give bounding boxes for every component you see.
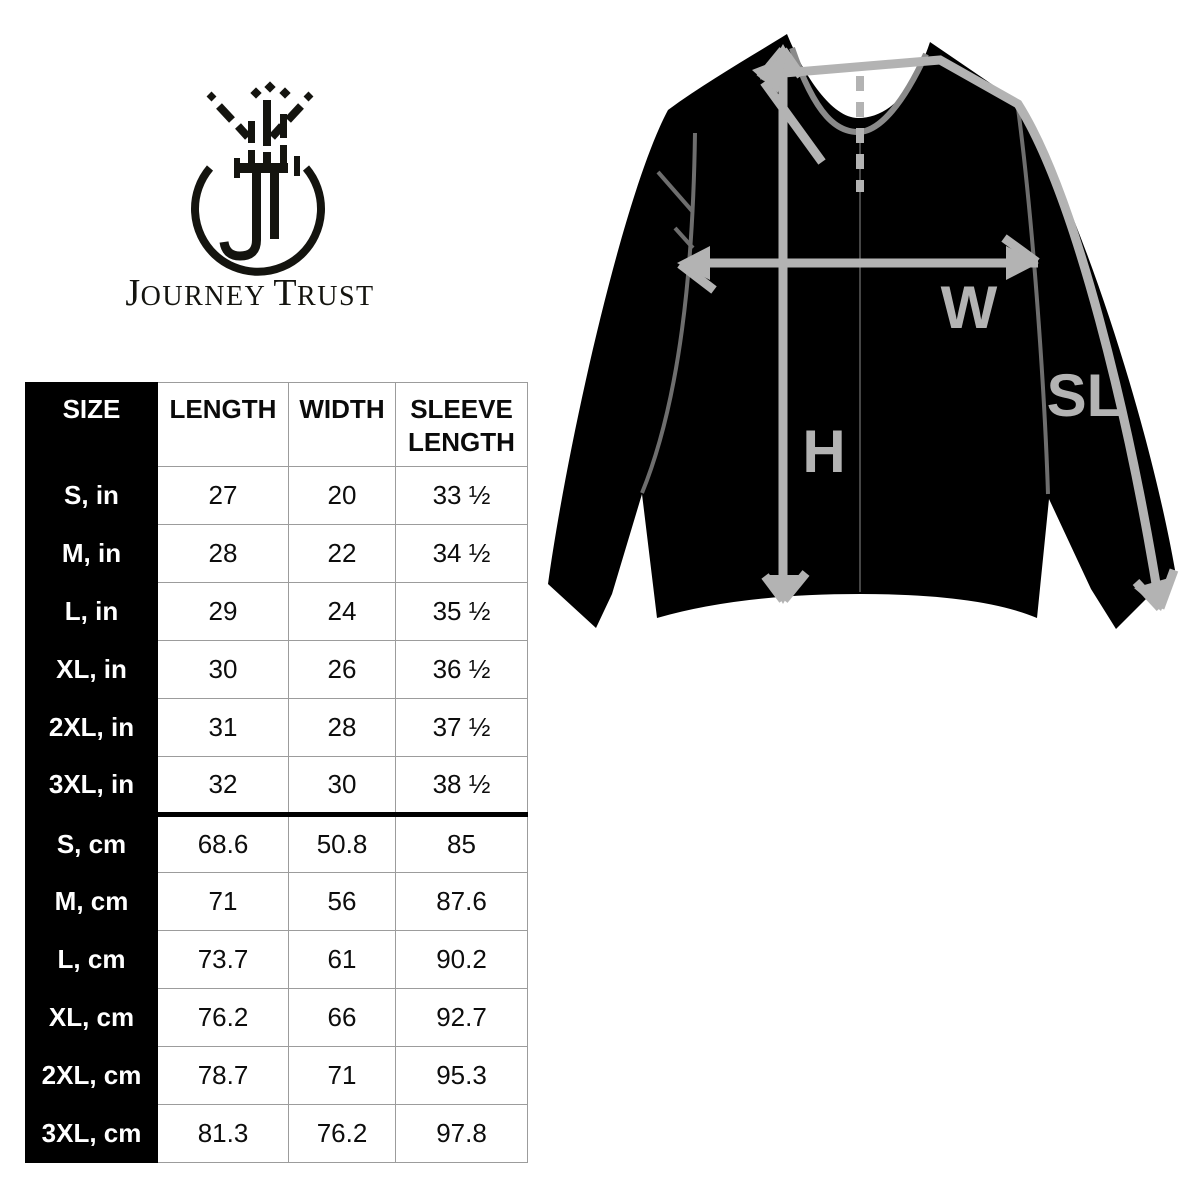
size-row-label: 2XL, in [25, 698, 158, 757]
table-row: M, in 28 22 34 ½ [25, 524, 528, 583]
measurement-cell: 37 ½ [395, 698, 528, 757]
measurement-cell: 92.7 [395, 988, 528, 1047]
table-row: 3XL, in 32 30 38 ½ [25, 756, 528, 815]
measurement-cell: 28 [288, 698, 396, 757]
size-chart-table: SIZE LENGTH WIDTH SLEEVE LENGTH S, in 27 20 33… [25, 382, 528, 1163]
brand-logo [140, 66, 380, 278]
measurement-cell: 33 ½ [395, 466, 528, 525]
column-header: SIZE [25, 382, 158, 467]
size-row-label: S, in [25, 466, 158, 525]
measurement-cell: 34 ½ [395, 524, 528, 583]
measurement-cell: 32 [157, 756, 289, 815]
measurement-cell: 78.7 [157, 1046, 289, 1105]
measurement-cell: 29 [157, 582, 289, 641]
table-row: 2XL, in 31 28 37 ½ [25, 698, 528, 757]
size-row-label: 3XL, in [25, 756, 158, 815]
measurement-cell: 97.8 [395, 1104, 528, 1163]
garment-diagram: W H SL [548, 34, 1179, 629]
size-row-label: L, in [25, 582, 158, 641]
measurement-cell: 26 [288, 640, 396, 699]
measurement-cell: 90.2 [395, 930, 528, 989]
measurement-cell: 27 [157, 466, 289, 525]
table-row: S, cm 68.6 50.8 85 [25, 812, 528, 873]
table-row: S, in 27 20 33 ½ [25, 466, 528, 525]
size-row-label: S, cm [25, 812, 158, 873]
measurement-cell: 56 [288, 872, 396, 931]
sleeve-label: SL [1047, 362, 1124, 429]
table-row: XL, in 30 26 36 ½ [25, 640, 528, 699]
measurement-cell: 24 [288, 582, 396, 641]
measurement-cell: 30 [157, 640, 289, 699]
table-row: M, cm 71 56 87.6 [25, 872, 528, 931]
measurement-cell: 61 [288, 930, 396, 989]
wordmark-text: OURNEY [140, 281, 267, 312]
table-row: L, cm 73.7 61 90.2 [25, 930, 528, 989]
measure-labels: W H SL [802, 274, 1123, 485]
column-header: WIDTH [288, 382, 396, 467]
measurement-cell: 50.8 [288, 812, 396, 873]
table-row: 3XL, cm 81.3 76.2 97.8 [25, 1104, 528, 1163]
brand-wordmark: JOURNEY TRUST [85, 271, 415, 315]
logo-circle-icon [191, 165, 325, 276]
size-row-label: XL, in [25, 640, 158, 699]
measurement-cell: 71 [288, 1046, 396, 1105]
measurement-cell: 73.7 [157, 930, 289, 989]
garment-silhouette [548, 34, 1175, 629]
size-row-label: M, in [25, 524, 158, 583]
width-label: W [941, 274, 998, 341]
measurement-cell: 76.2 [288, 1104, 396, 1163]
measurement-cell: 38 ½ [395, 756, 528, 815]
size-row-label: L, cm [25, 930, 158, 989]
measurement-cell: 66 [288, 988, 396, 1047]
column-header: LENGTH [157, 382, 289, 467]
measurement-cell: 85 [395, 812, 528, 873]
height-label: H [802, 418, 845, 485]
measurement-cell: 76.2 [157, 988, 289, 1047]
measurement-cell: 81.3 [157, 1104, 289, 1163]
size-row-label: 3XL, cm [25, 1104, 158, 1163]
wordmark-text: RUST [297, 281, 375, 312]
size-row-label: 2XL, cm [25, 1046, 158, 1105]
column-header: SLEEVE LENGTH [395, 382, 528, 467]
logo-mark-icon [191, 81, 325, 276]
measurement-cell: 30 [288, 756, 396, 815]
measurement-cell: 36 ½ [395, 640, 528, 699]
garment-seams-icon [640, 107, 1050, 592]
measurement-cell: 71 [157, 872, 289, 931]
measurement-cell: 87.6 [395, 872, 528, 931]
measurement-cell: 35 ½ [395, 582, 528, 641]
measurement-cell: 31 [157, 698, 289, 757]
sleeve-line-icon [759, 55, 1165, 609]
size-row-label: M, cm [25, 872, 158, 931]
logo-monogram-icon [219, 163, 288, 261]
table-row: 2XL, cm 78.7 71 95.3 [25, 1046, 528, 1105]
measurement-cell: 28 [157, 524, 289, 583]
measurement-cell: 20 [288, 466, 396, 525]
wordmark-initial: J [125, 272, 141, 314]
measurement-cell: 95.3 [395, 1046, 528, 1105]
measurement-cell: 22 [288, 524, 396, 583]
size-row-label: XL, cm [25, 988, 158, 1047]
wordmark-initial: T [273, 272, 298, 314]
measurement-cell: 68.6 [157, 812, 289, 873]
table-row: XL, cm 76.2 66 92.7 [25, 988, 528, 1047]
measure-arrowheads-icon [677, 44, 1176, 611]
table-row: L, in 29 24 35 ½ [25, 582, 528, 641]
logo-burst-rays-icon [216, 103, 304, 140]
size-chart-header-row: SIZE LENGTH WIDTH SLEEVE LENGTH [25, 382, 528, 467]
